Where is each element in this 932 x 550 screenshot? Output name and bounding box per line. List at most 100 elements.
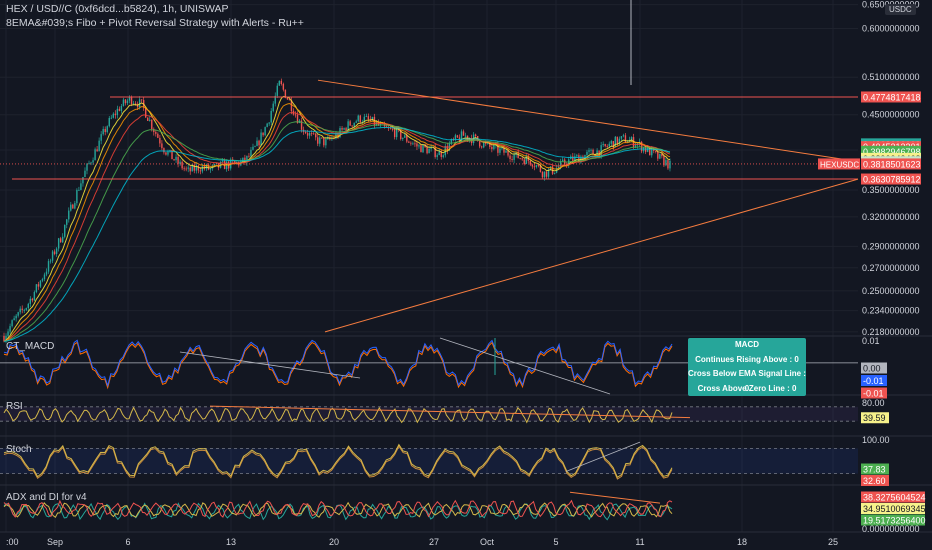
candle (614, 136, 617, 148)
candle (92, 160, 94, 163)
adx-value: 19.5173256400 (863, 516, 926, 526)
x-tick-label: Oct (480, 537, 495, 547)
adx-value: 34.9510069345 (863, 504, 926, 514)
candle (487, 143, 489, 144)
candle (379, 123, 382, 126)
candle (122, 99, 125, 106)
rsi-trend-line (209, 405, 691, 419)
macd-tick-label: 0.01 (862, 336, 880, 346)
candle (171, 150, 173, 160)
candle (53, 251, 56, 254)
candle (195, 165, 198, 171)
candle (503, 147, 505, 153)
candle (112, 113, 115, 118)
candle (618, 138, 621, 145)
candle (402, 137, 404, 139)
macd-value-bg (861, 375, 887, 386)
price-label: 0.3630785912 (863, 175, 921, 185)
candle (102, 129, 104, 135)
price-tick-label: 0.2340000000 (862, 306, 920, 316)
candle (183, 168, 185, 170)
stoch-pane-label[interactable]: Stoch (6, 444, 32, 455)
candle (454, 135, 457, 140)
candle (130, 96, 133, 105)
candle (349, 121, 351, 126)
candle (64, 224, 66, 237)
macd-value-bg (861, 387, 887, 399)
candle (80, 183, 82, 190)
candle (234, 161, 236, 163)
candle (513, 154, 515, 160)
candle (543, 171, 546, 178)
macd-value: -0.01 (863, 389, 884, 399)
candle (416, 143, 418, 147)
candle (39, 280, 42, 287)
adx-pane-label[interactable]: ADX and DI for v4 (6, 492, 87, 503)
rsi-pane-label[interactable]: RSI (6, 401, 23, 412)
candle (147, 117, 149, 121)
macd-pane-label[interactable]: CT_MACD (6, 341, 55, 352)
ema-line (3, 95, 671, 342)
price-label-bg (861, 173, 921, 185)
macd-alert-title: MACD (735, 340, 759, 349)
candle (45, 271, 48, 275)
candle (27, 303, 29, 309)
candle (159, 137, 161, 144)
candle (308, 133, 311, 136)
symbol-title: HEX / USD//C (0xf6dcd...b5824), 1h, UNIS… (6, 3, 229, 15)
candle (13, 318, 15, 321)
candle (246, 155, 248, 163)
candle (165, 152, 167, 155)
candle (612, 141, 615, 148)
candle (317, 137, 319, 144)
candle (57, 238, 60, 249)
candle (359, 115, 361, 123)
price-label: 0.4774817418 (863, 92, 921, 102)
ema-line (3, 112, 671, 342)
candle (391, 128, 394, 130)
candle (134, 103, 137, 105)
candle (288, 99, 291, 101)
ema-line (3, 121, 671, 342)
candle (630, 137, 633, 141)
candle (149, 119, 151, 121)
candle (588, 150, 590, 152)
candle (505, 150, 507, 153)
candle (29, 298, 32, 304)
candle (66, 219, 68, 225)
candle (157, 133, 159, 138)
x-tick-label: 20 (329, 537, 339, 547)
stoch-value: 37.83 (863, 465, 886, 475)
candle (319, 137, 321, 144)
trend-line (324, 178, 859, 333)
candle (442, 155, 444, 157)
candle (493, 145, 495, 150)
candle (215, 162, 218, 165)
candle (598, 150, 600, 156)
candle (622, 135, 625, 137)
candle (270, 110, 272, 123)
candle (100, 134, 102, 141)
stoch-value: 32.60 (863, 476, 886, 486)
candle (559, 161, 562, 167)
candle (529, 160, 532, 165)
stoch-value-bg (861, 463, 889, 475)
candle (15, 315, 17, 319)
adx-value-bg (861, 503, 925, 514)
candle (242, 157, 244, 161)
candle (450, 139, 453, 144)
candle (434, 146, 436, 157)
candle (561, 159, 564, 162)
ema-line (3, 102, 671, 342)
candle (205, 164, 208, 169)
stoch-d-line (3, 445, 673, 480)
candle (426, 147, 428, 154)
candle (9, 326, 11, 332)
candle (114, 113, 117, 116)
candle (110, 117, 112, 119)
candle (531, 164, 534, 167)
currency-badge[interactable]: USDC (885, 4, 916, 15)
candle (355, 121, 357, 123)
candle (167, 151, 169, 155)
